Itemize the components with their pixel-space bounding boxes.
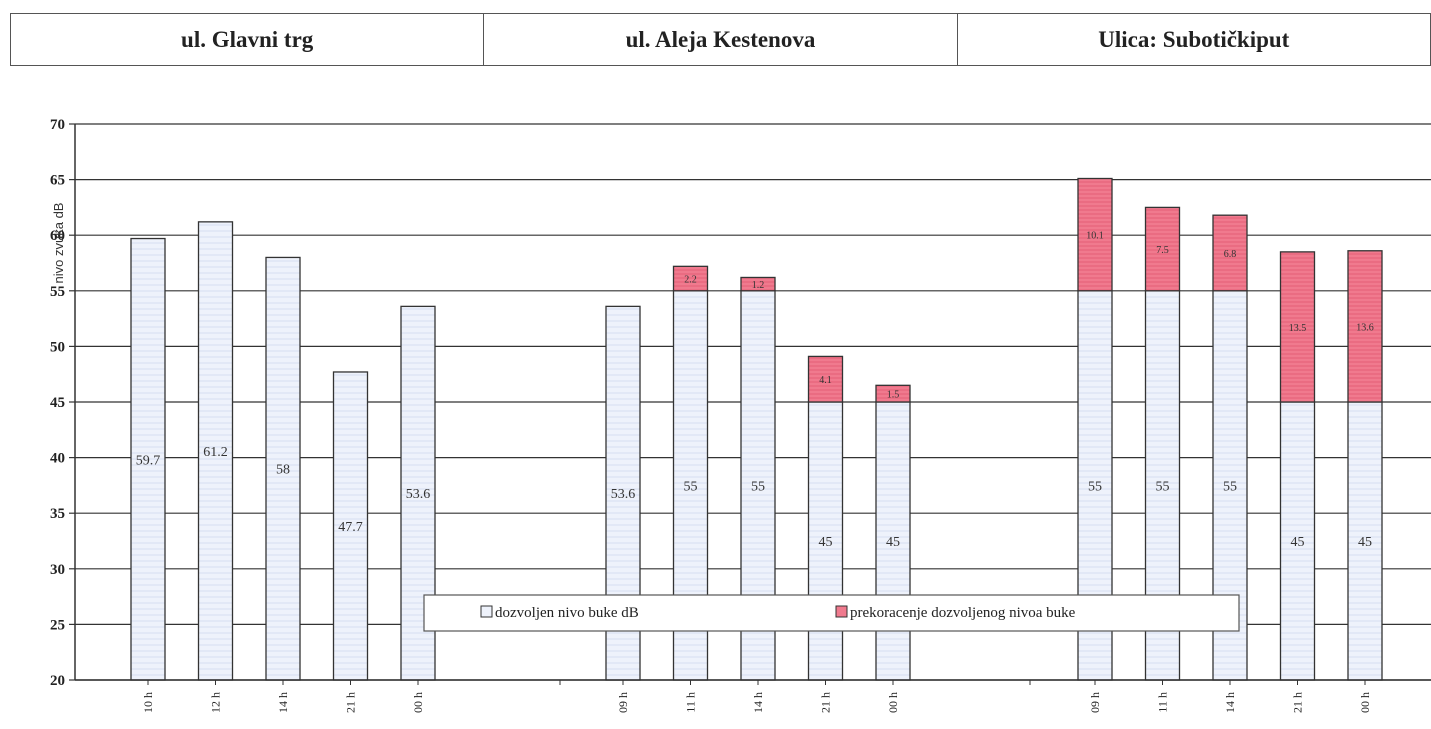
x-tick-label: 11 h: [1156, 692, 1170, 713]
bar-allowed-value: 55: [684, 479, 698, 494]
x-tick-label: 12 h: [209, 692, 223, 713]
x-tick-label: 10 h: [141, 692, 155, 713]
bar-allowed: [197, 221, 234, 681]
x-tick-label: 14 h: [751, 692, 765, 713]
bar-allowed-value: 59.7: [136, 453, 161, 468]
bar-allowed-value: 55: [751, 479, 765, 494]
x-tick-label: 14 h: [1223, 692, 1237, 713]
bar-allowed-value: 45: [819, 535, 833, 550]
bar-exceed: [1144, 206, 1181, 292]
y-tick-label: 45: [50, 395, 65, 411]
bars-layer: 59.7 61.2 58 47.7 53.6 53.6 2.2 55 1.2 55 4.1 45 1.5…: [130, 177, 1383, 681]
bar-allowed: [1347, 401, 1383, 681]
y-tick-label: 35: [50, 506, 65, 522]
bar-exceed-value: 1.5: [887, 390, 900, 401]
y-tick-label: 40: [50, 451, 65, 467]
bar-allowed-value: 45: [886, 535, 900, 550]
y-tick-label: 60: [50, 228, 65, 244]
x-tick-label: 09 h: [1088, 692, 1102, 713]
bar-allowed-value: 45: [1291, 535, 1305, 550]
x-tick-label: 14 h: [276, 692, 290, 713]
y-tick-label: 50: [50, 339, 65, 355]
y-tick-label: 70: [50, 117, 65, 133]
header-cell-suboticki-put: Ulica: Subotičkiput: [956, 14, 1430, 65]
bar-allowed-value: 55: [1088, 479, 1102, 494]
bar-allowed-value: 55: [1156, 479, 1170, 494]
x-tick-label: 21 h: [1291, 692, 1305, 713]
header-cell-aleja-kestenova: ul. Aleja Kestenova: [483, 14, 956, 65]
y-tick-label: 55: [50, 284, 65, 300]
x-tick-label: 21 h: [344, 692, 358, 713]
x-tick-label: 11 h: [684, 692, 698, 713]
x-tick-label: 00 h: [411, 692, 425, 713]
bar-allowed: [807, 401, 844, 681]
header-table: ul. Glavni trg ul. Aleja Kestenova Ulica…: [10, 13, 1431, 66]
legend-label-exceed: prekoracenje dozvoljenog nivoa buke: [850, 605, 1076, 621]
y-tick-label: 30: [50, 562, 65, 578]
bar-exceed-value: 13.5: [1289, 323, 1307, 334]
x-tick-label: 00 h: [1358, 692, 1372, 713]
bar-allowed-value: 45: [1358, 535, 1372, 550]
bar-exceed: [1279, 251, 1316, 403]
bar-exceed: [1347, 250, 1383, 403]
bar-allowed-value: 47.7: [338, 520, 363, 535]
x-tick-label: 21 h: [819, 692, 833, 713]
bar-exceed: [740, 276, 776, 292]
bar-allowed-value: 55: [1223, 479, 1237, 494]
bar-allowed: [265, 256, 301, 681]
legend-swatch-allowed: [480, 605, 493, 618]
y-axis-label: nivo zvuka dB: [51, 203, 66, 284]
bar-exceed: [875, 384, 911, 403]
bar-exceed: [807, 355, 844, 403]
bar-allowed-value: 53.6: [406, 487, 431, 502]
bar-allowed: [875, 401, 911, 681]
x-tick-label: 09 h: [616, 692, 630, 713]
axis-layer: 20 25 30 35 40 45 50 55 60 65 70 10 h 12 h 14 h 21 h 00…: [50, 117, 1431, 713]
bar-allowed: [332, 371, 369, 681]
legend-label-allowed: dozvoljen nivo buke dB: [495, 605, 639, 621]
y-tick-label: 25: [50, 617, 65, 633]
legend-box: [423, 594, 1240, 632]
bar-exceed-value: 7.5: [1156, 245, 1169, 256]
bar-allowed-value: 53.6: [611, 487, 636, 502]
bar-allowed-value: 58: [276, 463, 290, 478]
bar-exceed: [1077, 177, 1113, 292]
bar-allowed: [400, 305, 436, 681]
bar-exceed: [672, 265, 709, 292]
bar-exceed-value: 10.1: [1086, 231, 1104, 242]
x-tick-label: 00 h: [886, 692, 900, 713]
bar-exceed-value: 6.8: [1224, 249, 1237, 260]
legend-swatch-exceed: [835, 605, 848, 618]
bar-exceed-value: 13.6: [1356, 322, 1374, 333]
y-tick-label: 20: [50, 673, 65, 689]
bar-exceed-value: 2.2: [684, 275, 697, 286]
bar-exceed: [1212, 214, 1248, 292]
legend: dozvoljen nivo buke dB prekoracenje dozv…: [423, 594, 1240, 632]
header-cell-glavni-trg: ul. Glavni trg: [181, 26, 314, 52]
bar-exceed-value: 1.2: [752, 280, 765, 291]
bar-exceed-value: 4.1: [819, 375, 832, 386]
y-tick-label: 65: [50, 173, 65, 189]
bar-allowed-value: 61.2: [203, 445, 228, 460]
